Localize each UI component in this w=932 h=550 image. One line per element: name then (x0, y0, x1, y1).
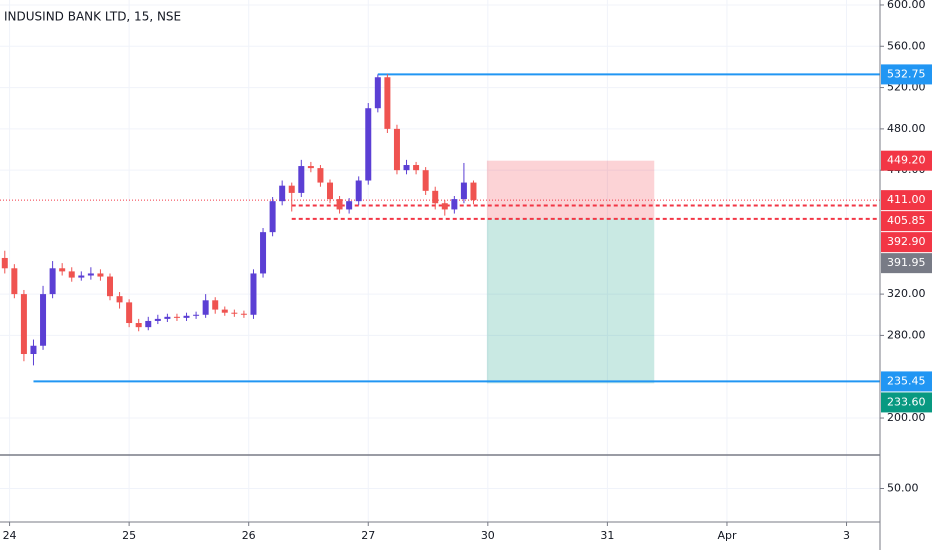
candle-body (250, 273, 257, 315)
price-label: 532.75 (887, 67, 926, 80)
candle-body (307, 166, 314, 169)
price-label: 392.90 (887, 235, 926, 248)
x-tick-label: Apr (717, 529, 737, 542)
grid (0, 0, 880, 522)
candle-body (365, 108, 372, 181)
candle-body (384, 77, 391, 129)
level-lines (0, 73, 880, 383)
candle-body (422, 170, 429, 191)
candle-body (231, 312, 238, 314)
candle-body (221, 309, 228, 313)
candle-body (1, 257, 8, 269)
candle-body (145, 320, 152, 328)
candle-body (403, 165, 410, 171)
candle-body (202, 300, 209, 315)
candle-body (470, 182, 477, 201)
price-label: 391.95 (887, 256, 926, 269)
price-label-bg (881, 371, 932, 392)
stop-zone (486, 160, 655, 219)
candle-body (240, 313, 247, 315)
candle-body (346, 201, 353, 210)
price-label-bg (881, 232, 932, 253)
candle-body (116, 296, 123, 303)
price-label-bg (881, 64, 932, 85)
candle-body (183, 315, 190, 318)
y-tick-label: 320.00 (887, 287, 926, 300)
x-tick-label: 24 (3, 529, 17, 542)
x-tick-label: 30 (481, 529, 495, 542)
candle-body (49, 268, 56, 295)
x-tick-label: 25 (122, 529, 136, 542)
candle-body (78, 275, 85, 278)
price-label: 405.85 (887, 214, 926, 227)
candle-body (40, 294, 47, 346)
y-tick-label: 50.00 (887, 482, 919, 495)
x-tick-label: 31 (600, 529, 614, 542)
candle-body (288, 185, 295, 193)
candle-body (355, 180, 362, 202)
candle-body (20, 294, 27, 355)
candle-body (279, 185, 286, 202)
candle-body (336, 199, 343, 210)
candles (1, 74, 477, 366)
x-tick-label: 27 (361, 529, 375, 542)
candle-body (11, 268, 18, 295)
candle-body (154, 318, 161, 321)
chart-title: INDUSIND BANK LTD, 15, NSE (4, 10, 181, 24)
candle-body (212, 300, 219, 310)
y-tick-label: 200.00 (887, 411, 926, 424)
candle-body (413, 165, 420, 171)
price-label-bg (881, 150, 932, 171)
candle-body (126, 302, 133, 324)
x-tick-label: 3 (843, 529, 850, 542)
candle-body (317, 168, 324, 183)
axes: 24 25 26 27 30 31 Apr 3600.00560.00520.00480.00… (3, 0, 932, 542)
candle-body (451, 199, 458, 210)
candle-body (441, 203, 448, 210)
candle-body (68, 271, 75, 278)
target-zone (486, 218, 655, 384)
y-tick-label: 560.00 (887, 39, 926, 52)
candle-body (393, 128, 400, 171)
candle-body (460, 182, 467, 200)
price-label-bg (881, 253, 932, 274)
candle-body (374, 77, 381, 109)
candle-body (193, 314, 200, 316)
price-label: 449.20 (887, 154, 926, 167)
y-tick-label: 600.00 (887, 0, 926, 11)
candle-body (173, 316, 180, 318)
candle-body (164, 316, 171, 319)
candle-body (135, 323, 142, 328)
candle-body (269, 201, 276, 233)
candle-body (59, 268, 66, 272)
price-label-bg (881, 211, 932, 232)
price-label: 411.00 (887, 193, 926, 206)
candle-body (327, 182, 333, 200)
candle-body (87, 273, 94, 276)
candle-body (107, 276, 113, 297)
price-label: 235.45 (887, 374, 926, 387)
y-tick-label: 480.00 (887, 122, 926, 135)
price-label-bg (881, 392, 932, 413)
y-tick-label: 280.00 (887, 328, 926, 341)
price-label-bg (881, 190, 932, 211)
candle-body (298, 166, 305, 193)
price-label: 233.60 (887, 395, 926, 408)
candle-body (260, 232, 267, 274)
candle-body (432, 190, 439, 204)
candle-body (97, 273, 104, 277)
position-tool[interactable] (486, 160, 655, 384)
x-tick-label: 26 (242, 529, 256, 542)
candle-body (30, 345, 37, 355)
